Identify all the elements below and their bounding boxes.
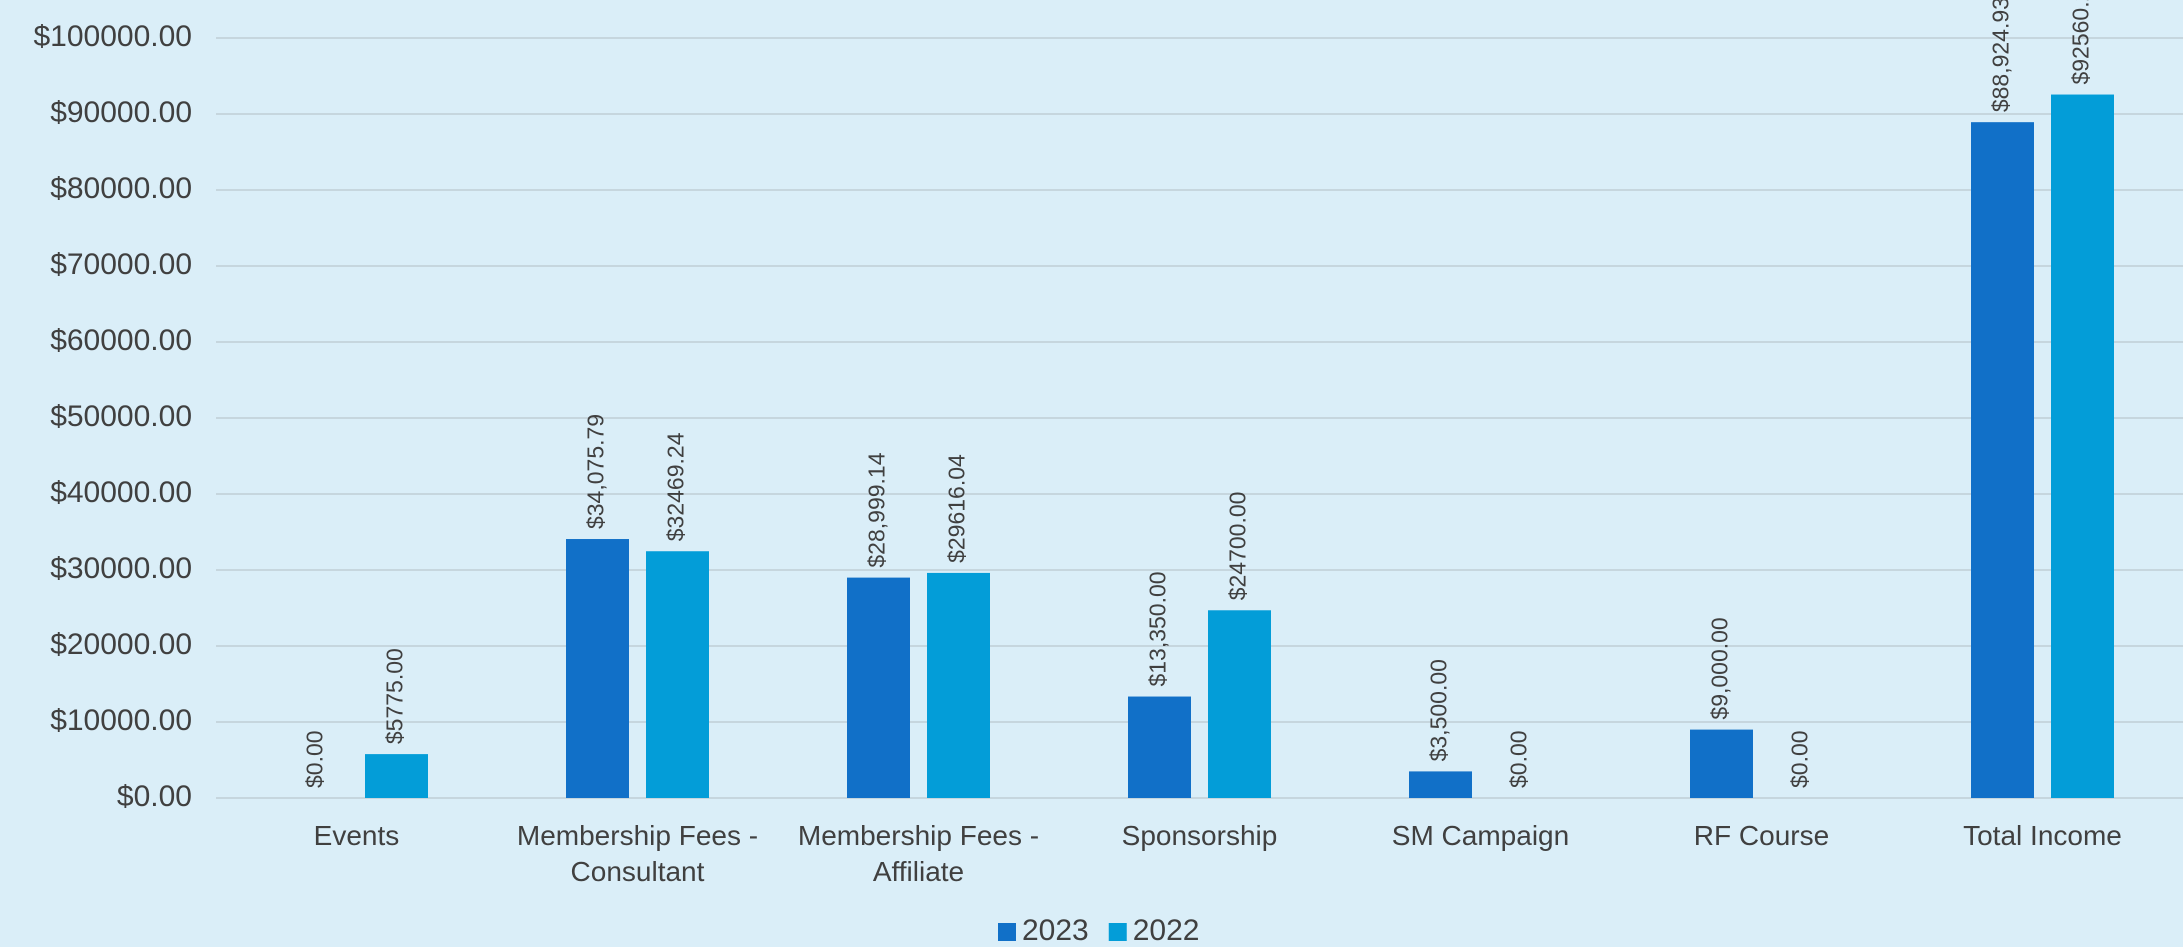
x-tick-label: Events — [313, 820, 400, 851]
bar — [1128, 696, 1191, 798]
bar — [927, 572, 990, 798]
x-tick-label: Membership Fees - Affiliate — [797, 820, 1040, 887]
y-tick-label: $100000.00 — [34, 20, 193, 53]
y-tick-label: $90000.00 — [50, 96, 192, 129]
y-tick-label: $80000.00 — [50, 172, 192, 205]
y-tick-label: $50000.00 — [50, 400, 192, 433]
data-label: $34,075.79 — [583, 414, 609, 529]
y-tick-label: $60000.00 — [50, 324, 192, 357]
data-label: $0.00 — [302, 730, 328, 788]
x-tick-label: SM Campaign — [1391, 820, 1570, 851]
legend-label: 2022 — [1133, 914, 1200, 947]
x-tick-label: Sponsorship — [1121, 820, 1278, 851]
bar — [1971, 122, 2034, 798]
bar — [566, 539, 629, 798]
data-label: $88,924.93 — [1988, 0, 2014, 112]
bar — [365, 754, 428, 798]
y-tick-label: $30000.00 — [50, 552, 192, 585]
legend-swatch — [998, 923, 1016, 941]
data-label: $24700.00 — [1225, 492, 1251, 601]
bar — [1409, 771, 1472, 798]
data-label: $13,350.00 — [1145, 571, 1171, 686]
data-label: $0.00 — [1506, 730, 1532, 788]
legend-label: 2023 — [1022, 914, 1089, 947]
y-tick-label: $40000.00 — [50, 476, 192, 509]
data-label: $32469.24 — [663, 432, 689, 541]
data-label: $0.00 — [1787, 730, 1813, 788]
bar — [2051, 94, 2114, 798]
bar — [847, 577, 910, 798]
y-tick-label: $70000.00 — [50, 248, 192, 281]
data-label: $5775.00 — [382, 648, 408, 744]
data-label: $28,999.14 — [864, 452, 890, 567]
bar — [1208, 610, 1271, 798]
y-tick-label: $20000.00 — [50, 628, 192, 661]
legend-swatch — [1108, 923, 1127, 941]
x-tick-label: RF Course — [1693, 820, 1830, 851]
y-tick-label: $10000.00 — [50, 704, 192, 737]
y-tick-label: $0.00 — [117, 780, 192, 813]
data-label: $9,000.00 — [1707, 617, 1733, 719]
data-label: $29616.04 — [944, 454, 970, 563]
data-label: $3,500.00 — [1426, 659, 1452, 761]
x-tick-label: Total Income — [1963, 820, 2122, 851]
bar — [646, 551, 709, 798]
x-tick-label: Membership Fees - Consultant — [516, 820, 759, 887]
data-label: $92560.28 — [2068, 0, 2094, 85]
bar — [1690, 729, 1753, 798]
